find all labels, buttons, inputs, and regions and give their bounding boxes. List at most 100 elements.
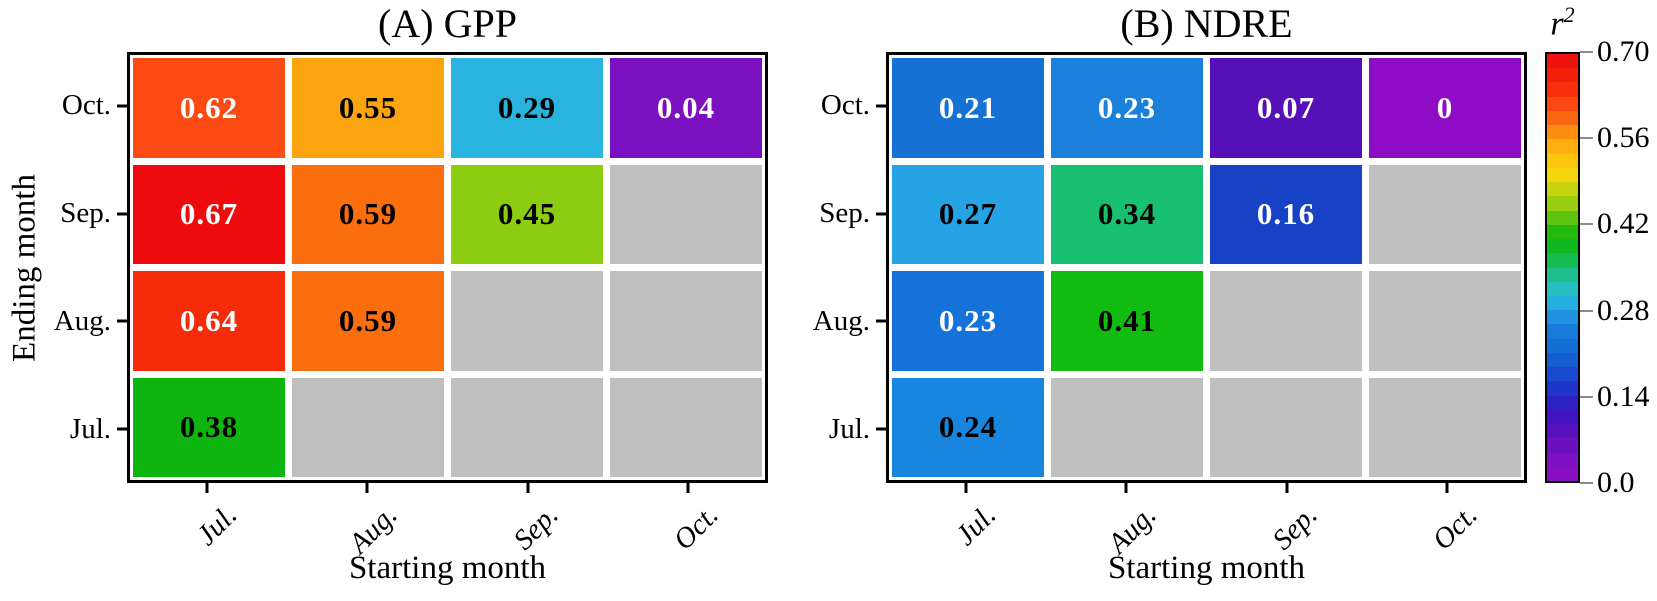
heatmap-cell-value: 0.59 [338, 302, 398, 338]
colorbar-tick-label: 0.28 [1597, 293, 1650, 327]
heatmap-cell-value: 0.67 [179, 196, 239, 232]
heatmap-cell-value: 0.07 [1256, 89, 1316, 125]
colorbar-band [1547, 409, 1578, 425]
colorbar-band [1547, 210, 1578, 225]
heatmap-cell-value: 0.34 [1097, 196, 1157, 232]
y-tick-label: Aug. [53, 304, 111, 337]
y-tick-mark [117, 319, 127, 323]
y-tick-labels: Oct. Sep. Aug. Jul. [1, 52, 111, 483]
colorbar-band [1547, 167, 1578, 183]
colorbar-band [1547, 196, 1578, 211]
y-tick-label: Oct. [820, 89, 870, 122]
plot-box: 0.21 0.23 0.07 0 0.27 0.34 0.16 0.23 0.41 0.24 [886, 52, 1527, 483]
heatmap-cell-value: 0.27 [938, 196, 998, 232]
x-axis-title: Starting month [348, 550, 547, 586]
x-tick-label: Sep. [506, 499, 565, 557]
heatmap-cell-value: 0.29 [497, 89, 557, 125]
y-tick-mark [876, 427, 886, 431]
heatmap-cell: 0.62 [133, 58, 285, 158]
colorbar-tick-mark [1580, 223, 1593, 226]
colorbar-tick-mark [1580, 137, 1593, 140]
colorbar-band [1547, 352, 1578, 368]
heatmap-cell-value: 0.16 [1256, 196, 1316, 232]
heatmap-cell-value: 0.38 [179, 409, 239, 445]
panel-ndre: (B) NDRE 0.21 0.23 0.07 0 0.27 0.34 0.16 0.23 0.… [813, 1, 1527, 586]
heatmap-cell: 0.59 [292, 164, 444, 264]
panel-title: (B) NDRE [1120, 1, 1293, 46]
heatmap-cell-empty [1369, 164, 1521, 264]
x-tick-mark [526, 483, 530, 493]
heatmap-cell: 0.04 [610, 58, 762, 158]
colorbar-band [1547, 310, 1578, 325]
heatmap-cell: 0.16 [1210, 164, 1362, 264]
heatmap-cell-empty [292, 377, 444, 477]
heatmap-cell-empty [610, 377, 762, 477]
x-tick-mark [365, 483, 369, 493]
heatmap-cell: 0.55 [292, 58, 444, 158]
heatmap-cell-value: 0.41 [1097, 302, 1157, 338]
heatmap-cell-value: 0.59 [338, 196, 398, 232]
colorbar-band [1547, 239, 1578, 254]
heatmap-cell: 0.67 [133, 164, 285, 264]
y-tick-label: Sep. [819, 197, 870, 230]
colorbar-band [1547, 182, 1578, 197]
colorbar-band [1547, 54, 1578, 69]
panel-gpp: (A) GPP Ending month 0.62 0.55 0.29 0.04 0.6… [7, 1, 768, 586]
x-tick-mark [1124, 483, 1128, 493]
y-tick-label: Aug. [812, 304, 870, 337]
colorbar-band [1547, 452, 1578, 467]
colorbar: r2 0.70 0.56 0.42 0.28 0.14 0.0 [1545, 2, 1650, 499]
colorbar-band [1547, 153, 1578, 168]
y-tick-label: Jul. [69, 412, 111, 445]
heatmap-cell-value: 0.04 [656, 89, 716, 125]
heatmap-cell: 0.34 [1051, 164, 1203, 264]
colorbar-band [1547, 338, 1578, 353]
heatmap-cell: 0.24 [892, 377, 1044, 477]
colorbar-band [1547, 395, 1578, 410]
y-tick-label: Sep. [60, 197, 111, 230]
colorbar-band [1547, 267, 1578, 282]
colorbar-band [1547, 68, 1578, 83]
y-tick-label: Oct. [61, 89, 111, 122]
x-tick-label: Jul. [190, 499, 244, 552]
colorbar-band [1547, 295, 1578, 311]
heatmap-cell-empty [610, 271, 762, 371]
y-tick-mark [117, 104, 127, 108]
colorbar-band [1547, 96, 1578, 111]
x-tick-label: Jul. [949, 499, 1003, 552]
colorbar-tick-label: 0.0 [1597, 466, 1635, 499]
heatmap-cell-empty [1369, 271, 1521, 371]
heatmap-cell-empty [610, 164, 762, 264]
x-tick-label: Oct. [1426, 499, 1484, 557]
colorbar-title-exponent: 2 [1563, 2, 1575, 27]
heatmap-cell-empty [1210, 271, 1362, 371]
colorbar-band [1547, 110, 1578, 126]
heatmap-cell-value: 0.55 [338, 89, 398, 125]
colorbar-band [1547, 253, 1578, 268]
colorbar-gradient [1545, 52, 1580, 483]
colorbar-band [1547, 224, 1578, 240]
colorbar-band [1547, 281, 1578, 296]
heatmap-cell: 0.41 [1051, 271, 1203, 371]
heatmap-cell-value: 0.64 [179, 302, 239, 338]
colorbar-band [1547, 424, 1578, 439]
colorbar-tick-label: 0.56 [1597, 121, 1650, 155]
heatmap-cell-value: 0.23 [938, 302, 998, 338]
colorbar-band [1547, 324, 1578, 339]
heatmap-grid: 0.21 0.23 0.07 0 0.27 0.34 0.16 0.23 0.41 0.24 [889, 55, 1524, 480]
y-tick-mark [876, 319, 886, 323]
colorbar-tick-mark [1580, 309, 1593, 312]
heatmap-cell: 0.21 [892, 58, 1044, 158]
heatmap-cell: 0.59 [292, 271, 444, 371]
colorbar-band [1547, 466, 1578, 482]
colorbar-title-base: r [1550, 5, 1564, 43]
y-tick-labels: Oct. Sep. Aug. Jul. [760, 52, 870, 483]
colorbar-tick-label: 0.70 [1597, 35, 1650, 68]
heatmap-cell: 0.07 [1210, 58, 1362, 158]
heatmap-cell: 0.23 [1051, 58, 1203, 158]
x-tick-label: Sep. [1265, 499, 1324, 557]
heatmap-cell: 0.38 [133, 377, 285, 477]
y-tick-mark [117, 212, 127, 216]
heatmap-cell-empty [1369, 377, 1521, 477]
